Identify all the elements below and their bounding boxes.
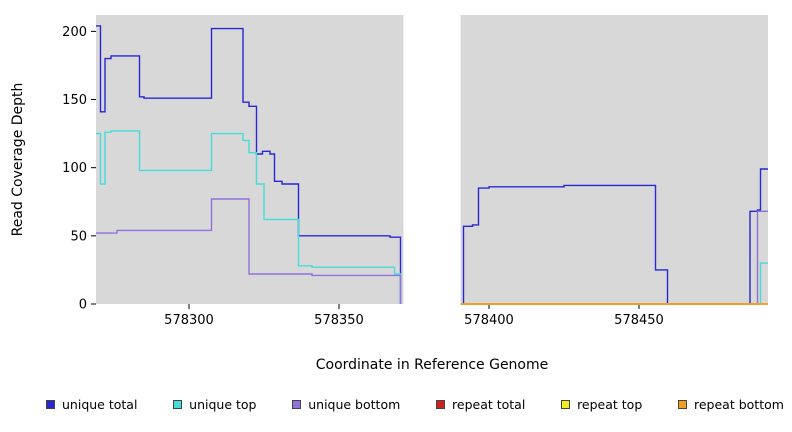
coverage-chart: Read Coverage Depth Coordinate in Refere… [10,15,768,373]
legend-label-repeat-total: repeat total [452,397,526,412]
repeat-total-swatch [436,400,446,409]
x-axis-title: Coordinate in Reference Genome [316,357,549,373]
legend-item-repeat-top: repeat top [561,397,642,412]
unique-bottom-swatch [292,400,302,409]
legend-item-repeat-total: repeat total [436,397,525,412]
repeat-top-swatch [561,400,571,409]
y-axis-title: Read Coverage Depth [10,83,26,237]
legend: unique total unique top unique bottom re… [46,397,784,412]
y-tick-label: 200 [62,25,87,40]
x-tick-label: 578450 [614,313,664,328]
legend-label-repeat-bottom: repeat bottom [694,397,784,412]
legend-label-unique-total: unique total [62,397,138,412]
y-tick-label: 50 [70,229,87,244]
legend-label-repeat-top: repeat top [577,397,643,412]
y-tick-label: 150 [62,93,87,108]
x-tick-label: 578400 [464,313,514,328]
legend-item-unique-total: unique total [46,397,137,412]
unique-top-swatch [173,400,183,409]
legend-label-unique-bottom: unique bottom [308,397,401,412]
legend-item-unique-bottom: unique bottom [292,397,400,412]
coverage-gap-band [403,15,461,304]
x-tick-label: 578300 [164,313,214,328]
unique-total-swatch [46,400,55,409]
repeat-bottom-swatch [678,400,687,409]
legend-label-unique-top: unique top [189,397,257,412]
y-tick-label: 100 [62,161,87,176]
y-tick-label: 0 [79,298,87,313]
x-tick-label: 578350 [314,313,364,328]
legend-item-repeat-bottom: repeat bottom [678,397,784,412]
legend-item-unique-top: unique top [173,397,256,412]
